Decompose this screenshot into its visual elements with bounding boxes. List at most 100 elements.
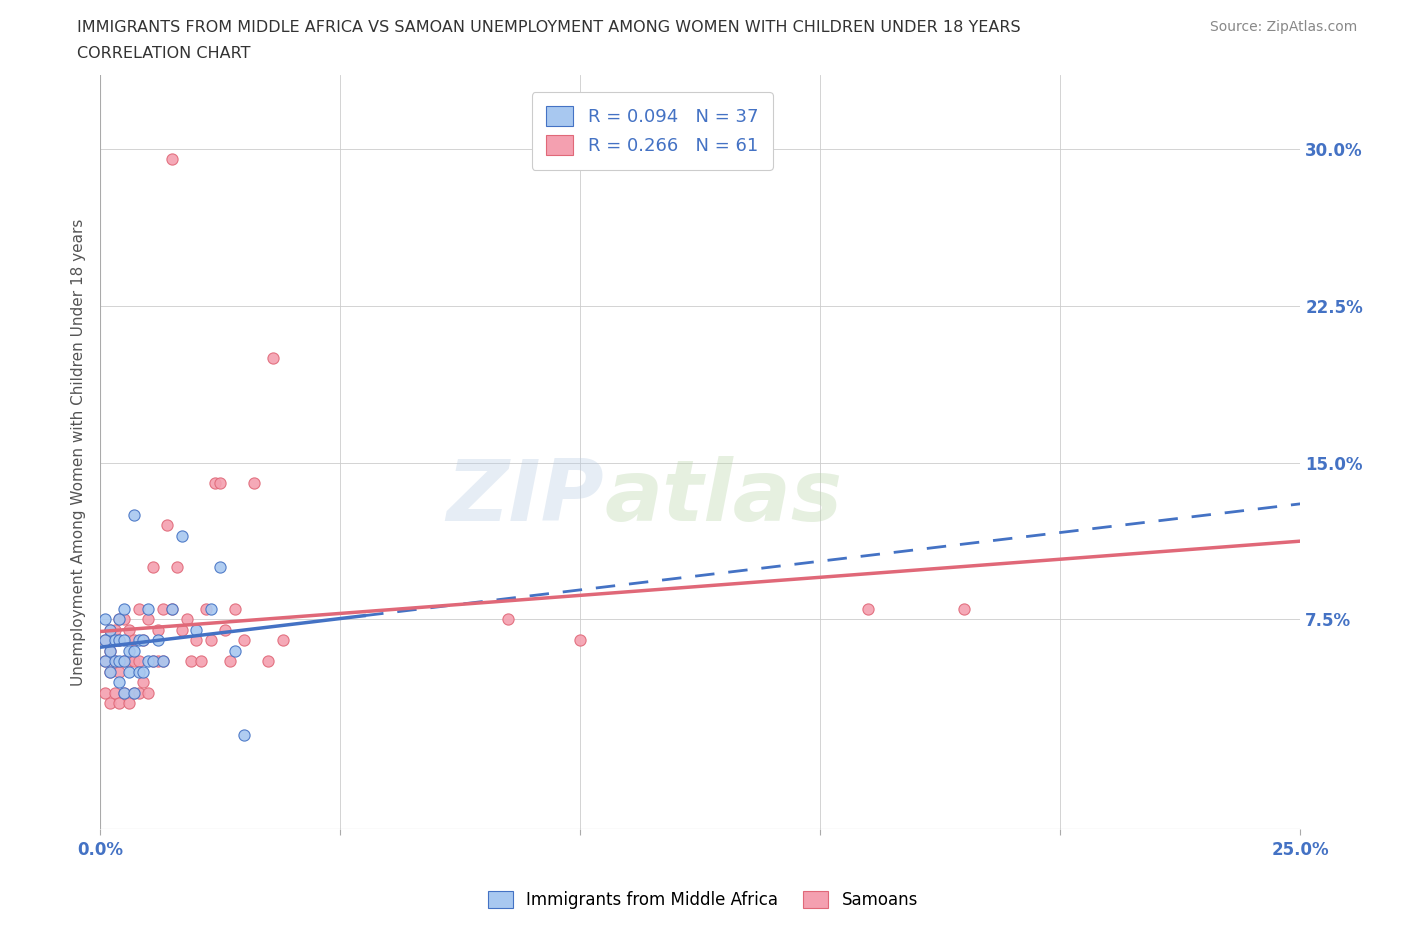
Point xyxy=(224,644,246,658)
Point xyxy=(233,633,256,648)
Point xyxy=(128,654,150,669)
Point xyxy=(204,476,226,491)
Point xyxy=(108,612,131,627)
Point xyxy=(103,622,125,637)
Point xyxy=(146,622,169,637)
Point xyxy=(118,664,141,679)
Point xyxy=(98,644,121,658)
Point xyxy=(112,602,135,617)
Point xyxy=(170,622,193,637)
Point xyxy=(122,685,145,700)
Point xyxy=(496,612,519,627)
Point xyxy=(194,602,217,617)
Point xyxy=(94,685,117,700)
Point xyxy=(108,654,131,669)
Point xyxy=(166,560,188,575)
Point xyxy=(569,633,592,648)
Point xyxy=(112,685,135,700)
Point xyxy=(146,654,169,669)
Point xyxy=(200,602,222,617)
Point xyxy=(118,644,141,658)
Text: Source: ZipAtlas.com: Source: ZipAtlas.com xyxy=(1209,20,1357,34)
Point xyxy=(209,476,232,491)
Point xyxy=(128,685,150,700)
Point xyxy=(118,622,141,637)
Point xyxy=(118,654,141,669)
Point xyxy=(152,654,174,669)
Point xyxy=(118,696,141,711)
Point xyxy=(152,602,174,617)
Point xyxy=(136,685,159,700)
Point xyxy=(112,654,135,669)
Point xyxy=(94,654,117,669)
Point xyxy=(112,654,135,669)
Point xyxy=(132,633,155,648)
Point xyxy=(180,654,202,669)
Point xyxy=(122,654,145,669)
Point xyxy=(103,654,125,669)
Point xyxy=(160,602,183,617)
Point xyxy=(136,654,159,669)
Point xyxy=(98,664,121,679)
Point xyxy=(94,612,117,627)
Point xyxy=(103,685,125,700)
Point xyxy=(112,633,135,648)
Point xyxy=(142,654,165,669)
Point xyxy=(94,633,117,648)
Point xyxy=(108,633,131,648)
Point xyxy=(160,152,183,166)
Text: CORRELATION CHART: CORRELATION CHART xyxy=(77,46,250,61)
Point xyxy=(98,696,121,711)
Point xyxy=(128,633,150,648)
Point xyxy=(142,654,165,669)
Point xyxy=(146,633,169,648)
Point xyxy=(132,633,155,648)
Point xyxy=(858,602,880,617)
Point xyxy=(132,664,155,679)
Point xyxy=(98,664,121,679)
Y-axis label: Unemployment Among Women with Children Under 18 years: Unemployment Among Women with Children U… xyxy=(72,219,86,685)
Point xyxy=(122,644,145,658)
Point xyxy=(98,622,121,637)
Point xyxy=(214,622,236,637)
Point xyxy=(108,675,131,690)
Point xyxy=(170,528,193,543)
Point xyxy=(242,476,264,491)
Point xyxy=(94,633,117,648)
Point xyxy=(136,612,159,627)
Point xyxy=(156,518,179,533)
Point xyxy=(160,602,183,617)
Point xyxy=(176,612,198,627)
Point xyxy=(98,644,121,658)
Point xyxy=(103,633,125,648)
Point xyxy=(224,602,246,617)
Point xyxy=(953,602,976,617)
Point xyxy=(122,508,145,523)
Point xyxy=(233,727,256,742)
Legend: R = 0.094   N = 37, R = 0.266   N = 61: R = 0.094 N = 37, R = 0.266 N = 61 xyxy=(531,92,773,169)
Point xyxy=(108,633,131,648)
Point xyxy=(132,675,155,690)
Point xyxy=(152,654,174,669)
Text: ZIP: ZIP xyxy=(447,456,605,538)
Point xyxy=(122,685,145,700)
Point xyxy=(209,560,232,575)
Point xyxy=(271,633,294,648)
Point xyxy=(200,633,222,648)
Point xyxy=(98,622,121,637)
Point xyxy=(112,685,135,700)
Point xyxy=(112,612,135,627)
Point xyxy=(190,654,212,669)
Point xyxy=(186,633,208,648)
Point xyxy=(108,664,131,679)
Point xyxy=(218,654,240,669)
Point xyxy=(136,602,159,617)
Point xyxy=(122,633,145,648)
Point xyxy=(94,654,117,669)
Point xyxy=(128,664,150,679)
Point xyxy=(186,622,208,637)
Point xyxy=(257,654,280,669)
Point xyxy=(262,351,284,365)
Legend: Immigrants from Middle Africa, Samoans: Immigrants from Middle Africa, Samoans xyxy=(479,883,927,917)
Point xyxy=(108,612,131,627)
